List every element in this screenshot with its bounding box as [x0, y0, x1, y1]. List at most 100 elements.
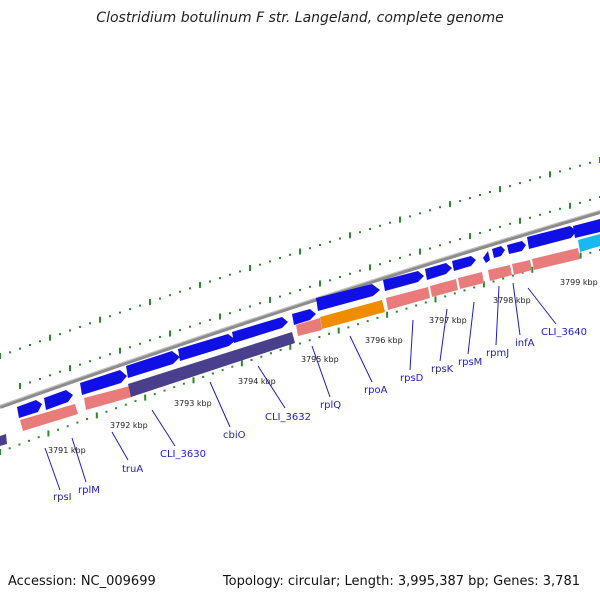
gene-cyan	[578, 234, 600, 252]
track-dot	[449, 201, 451, 208]
scale-tick-label: 3794 kbp	[238, 377, 276, 386]
track-dot	[509, 185, 511, 188]
track-dot	[559, 207, 561, 210]
track-dot	[47, 430, 50, 437]
track-dot	[219, 313, 221, 320]
track-dot	[492, 280, 495, 283]
track-dot	[189, 325, 191, 328]
gene-orange	[320, 300, 385, 329]
gene-label: cbiO	[223, 430, 246, 441]
track-dot	[379, 263, 381, 266]
track-dot	[231, 365, 234, 368]
gene-label-leader	[527, 287, 557, 325]
track-dot	[163, 389, 166, 392]
gene-forward	[292, 309, 316, 325]
gene-purple	[128, 332, 295, 397]
track-dot	[429, 247, 431, 250]
track-dot	[459, 200, 461, 203]
track-dot	[509, 222, 511, 225]
track-dot	[318, 336, 321, 338]
track-dot	[289, 292, 291, 295]
track-dot	[519, 182, 521, 185]
track-dot	[89, 322, 91, 325]
track-dot	[259, 263, 261, 266]
gene-forward	[425, 263, 452, 280]
track-dot	[240, 360, 243, 367]
gene-forward	[383, 271, 424, 291]
track-dot	[219, 277, 221, 280]
track-dot	[39, 377, 41, 380]
track-dot	[211, 372, 214, 375]
gene-rrna	[296, 318, 322, 336]
track-dot	[269, 260, 271, 263]
track-dot	[479, 194, 481, 196]
track-dot	[399, 216, 401, 223]
gene-label: rpsI	[53, 492, 72, 503]
gene-track	[0, 219, 600, 446]
track-dot	[339, 237, 341, 240]
gene-forward	[573, 219, 600, 238]
track-dot	[319, 244, 321, 246]
gene-label: rpsD	[400, 373, 424, 384]
gene-label-leader	[44, 447, 61, 491]
track-dot	[589, 198, 591, 201]
track-dot	[337, 327, 340, 334]
track-dot	[99, 316, 101, 323]
track-dot	[429, 209, 431, 212]
gene-label: rpoA	[364, 385, 388, 396]
track-dot	[499, 225, 501, 228]
gene-label: rpsM	[458, 357, 482, 368]
track-dot	[502, 277, 505, 280]
track-dot	[129, 346, 131, 349]
track-dot	[329, 279, 331, 282]
scale-tick-label: 3798 kbp	[493, 296, 531, 305]
genome-backbone	[0, 210, 600, 409]
track-dot	[469, 197, 471, 200]
track-dot	[29, 381, 31, 384]
track-dot	[449, 241, 451, 244]
track-dot	[0, 353, 1, 359]
genome-backbone-highlight	[0, 210, 600, 406]
track-dot	[159, 297, 161, 300]
track-dot	[199, 322, 201, 325]
track-dot	[489, 191, 491, 193]
gene-label-leader	[257, 365, 286, 409]
gene-labels: rpsI rplM truA CLI_3630 cbiO CLI_3632 rplQ rpoA…	[44, 282, 587, 503]
track-dot	[189, 287, 191, 290]
gene-label-leader	[467, 301, 475, 355]
track-dot	[105, 410, 108, 413]
track-dot	[76, 421, 79, 424]
track-dot	[419, 212, 421, 215]
gene-rrna	[512, 260, 532, 275]
track-dot	[39, 340, 41, 343]
track-dot	[299, 342, 301, 345]
track-dot	[153, 393, 156, 396]
track-dot	[9, 351, 11, 354]
track-dot	[59, 333, 61, 336]
gene-label-leader	[409, 319, 414, 371]
track-dot	[173, 386, 176, 389]
track-dot	[369, 264, 371, 271]
track-dot	[415, 304, 418, 307]
track-dot	[28, 439, 30, 442]
track-dot	[19, 383, 21, 389]
track-dot	[589, 251, 592, 254]
track-dot	[579, 252, 582, 259]
track-dot	[469, 233, 471, 240]
track-dot	[99, 356, 101, 359]
gene-label-leader	[71, 437, 87, 483]
track-dot	[169, 330, 171, 337]
track-dot	[149, 339, 151, 342]
track-dot	[221, 369, 224, 372]
track-dot	[289, 253, 291, 256]
track-dot	[309, 285, 311, 288]
inner-dot-track	[19, 196, 600, 389]
track-dot	[329, 240, 331, 243]
gene-label-leader	[349, 335, 373, 383]
gene-forward	[507, 241, 526, 254]
track-dot	[309, 247, 311, 250]
track-dot	[144, 394, 147, 401]
track-dot	[349, 272, 351, 275]
track-dot	[249, 305, 251, 308]
